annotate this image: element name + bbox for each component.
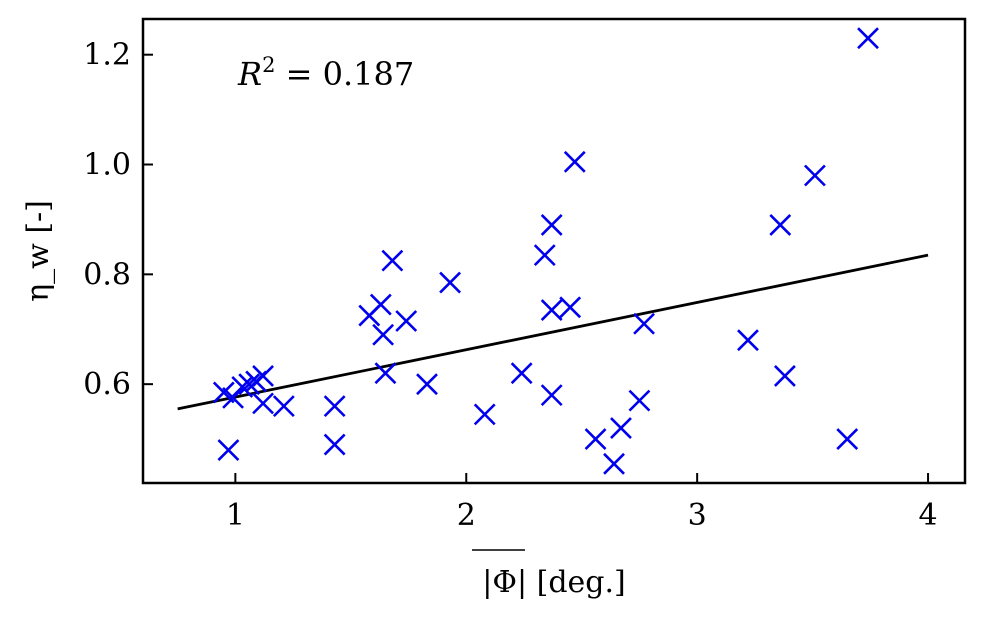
data-point bbox=[510, 362, 533, 385]
data-point bbox=[633, 312, 655, 335]
x-axis-label: |Φ| [deg.] bbox=[482, 565, 625, 600]
data-point bbox=[857, 27, 879, 50]
data-point bbox=[737, 329, 759, 352]
data-point bbox=[769, 213, 792, 236]
y-tick-label: 1.0 bbox=[83, 148, 131, 183]
y-tick-label: 0.6 bbox=[83, 367, 131, 402]
x-tick-label: 1 bbox=[226, 498, 245, 533]
data-point bbox=[238, 373, 261, 396]
fit-line-group bbox=[177, 253, 929, 411]
data-point bbox=[272, 395, 295, 418]
y-axis-label: η_w [-] bbox=[21, 200, 56, 302]
x-tick-label: 3 bbox=[688, 498, 707, 533]
data-point bbox=[372, 323, 395, 346]
plot-frame bbox=[141, 17, 967, 485]
data-point bbox=[563, 150, 586, 173]
data-point bbox=[473, 403, 496, 426]
data-point bbox=[628, 389, 651, 412]
data-point bbox=[610, 417, 632, 440]
data-point bbox=[836, 428, 859, 450]
data-point bbox=[773, 365, 796, 387]
data-point bbox=[584, 428, 607, 450]
y-tick-label: 1.2 bbox=[83, 38, 131, 73]
data-point bbox=[323, 395, 346, 418]
data-point bbox=[559, 296, 582, 319]
data-point bbox=[217, 439, 240, 461]
x-tick-label: 2 bbox=[457, 498, 476, 533]
x-tick-label: 4 bbox=[919, 498, 938, 533]
data-point bbox=[533, 244, 556, 267]
data-point bbox=[395, 310, 418, 332]
data-point bbox=[231, 375, 254, 398]
data-point bbox=[540, 299, 563, 321]
data-point bbox=[381, 249, 404, 272]
data-point bbox=[374, 362, 397, 385]
r-squared-annotation: R2 = 0.187 bbox=[237, 53, 414, 93]
data-points bbox=[212, 27, 879, 475]
data-point bbox=[323, 433, 346, 456]
data-point bbox=[252, 365, 274, 387]
data-point bbox=[540, 213, 563, 236]
data-point bbox=[603, 452, 625, 475]
fit-line bbox=[177, 253, 929, 411]
data-point bbox=[803, 164, 826, 187]
data-point bbox=[439, 271, 462, 294]
data-point bbox=[416, 373, 438, 396]
data-point bbox=[369, 293, 392, 316]
data-point bbox=[252, 392, 274, 415]
data-point bbox=[540, 384, 563, 407]
y-tick-label: 0.8 bbox=[83, 257, 131, 292]
axis-ticks: 1 2 3 4 0.6 0.8 1.0 1.2 bbox=[83, 38, 937, 533]
